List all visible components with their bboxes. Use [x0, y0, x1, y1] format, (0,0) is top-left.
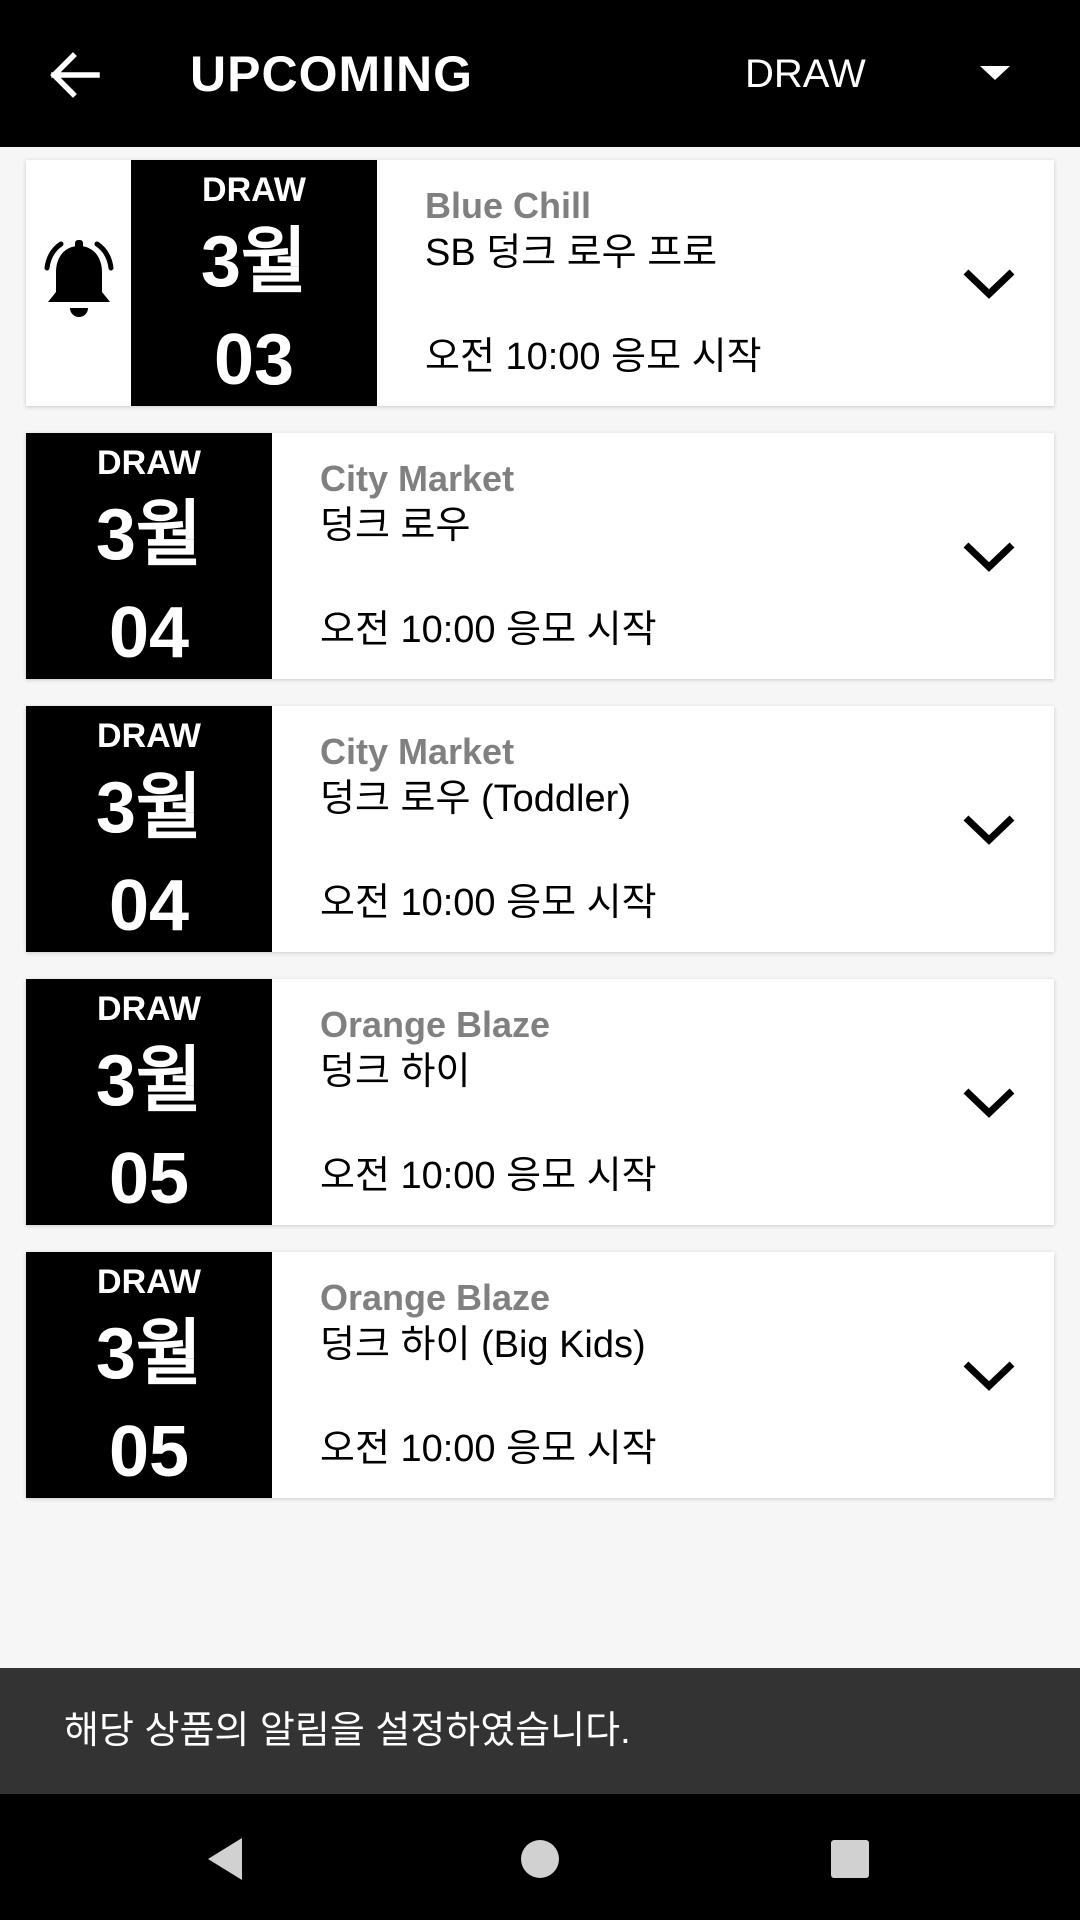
release-card[interactable]: DRAW 3월 04 City Market 덩크 로우 (Toddler) 오… [26, 706, 1054, 952]
product-name: 덩크 하이 [320, 1051, 471, 1093]
release-time: 오전 10:00 응모 시작 [320, 1428, 657, 1470]
nav-recents-button[interactable] [815, 1824, 885, 1894]
bell-icon [44, 240, 113, 317]
nav-back-button[interactable] [190, 1824, 260, 1894]
release-time: 오전 10:00 응모 시작 [320, 1155, 657, 1197]
caret-down-icon [980, 66, 1010, 80]
release-month: 3월 [95, 495, 203, 575]
square-recents-icon [831, 1840, 869, 1878]
product-name: 덩크 로우 (Toddler) [320, 778, 631, 820]
product-name: SB 덩크 로우 프로 [425, 232, 718, 274]
release-time: 오전 10:00 응모 시작 [425, 336, 762, 378]
release-type: DRAW [97, 444, 201, 482]
chevron-down-icon [963, 269, 1015, 299]
product-info: City Market 덩크 로우 오전 10:00 응모 시작 [320, 433, 934, 679]
circle-home-icon [521, 1840, 559, 1878]
release-month: 3월 [95, 1314, 203, 1394]
expand-button[interactable] [954, 794, 1024, 864]
app-header: UPCOMING DRAW [0, 0, 1080, 147]
product-colorway: City Market [320, 731, 515, 772]
release-type: DRAW [97, 990, 201, 1028]
release-date: DRAW 3월 04 [26, 433, 272, 679]
filter-selected-value: DRAW [745, 52, 866, 96]
product-info: City Market 덩크 로우 (Toddler) 오전 10:00 응모 … [320, 706, 934, 952]
release-month: 3월 [95, 1041, 203, 1121]
product-name: 덩크 로우 [320, 505, 471, 547]
release-type: DRAW [97, 1263, 201, 1301]
release-day: 05 [108, 1139, 190, 1219]
release-time: 오전 10:00 응모 시작 [320, 609, 657, 651]
release-card[interactable]: DRAW 3월 05 Orange Blaze 덩크 하이 오전 10:00 응… [26, 979, 1054, 1225]
nav-home-button[interactable] [505, 1824, 575, 1894]
release-date: DRAW 3월 05 [26, 979, 272, 1225]
snackbar-message: 해당 상품의 알림을 설정하였습니다. [64, 1710, 631, 1752]
expand-button[interactable] [954, 248, 1024, 318]
product-colorway: Blue Chill [425, 185, 592, 226]
chevron-down-icon [963, 1088, 1015, 1118]
product-colorway: Orange Blaze [320, 1004, 551, 1045]
release-type: DRAW [202, 171, 306, 209]
release-month: 3월 [200, 222, 308, 302]
back-button[interactable] [40, 40, 110, 110]
product-colorway: Orange Blaze [320, 1277, 551, 1318]
release-type: DRAW [97, 717, 201, 755]
expand-button[interactable] [954, 1067, 1024, 1137]
product-info: Orange Blaze 덩크 하이 오전 10:00 응모 시작 [320, 979, 934, 1225]
release-day: 04 [108, 866, 190, 946]
chevron-down-icon [963, 542, 1015, 572]
product-info: Blue Chill SB 덩크 로우 프로 오전 10:00 응모 시작 [425, 160, 934, 406]
page-title: UPCOMING [190, 46, 473, 102]
release-card[interactable]: DRAW 3월 03 Blue Chill SB 덩크 로우 프로 오전 10:… [26, 160, 1054, 406]
product-name: 덩크 하이 (Big Kids) [320, 1324, 646, 1366]
release-card[interactable]: DRAW 3월 05 Orange Blaze 덩크 하이 (Big Kids)… [26, 1252, 1054, 1498]
expand-button[interactable] [954, 1340, 1024, 1410]
expand-button[interactable] [954, 521, 1024, 591]
product-info: Orange Blaze 덩크 하이 (Big Kids) 오전 10:00 응… [320, 1252, 934, 1498]
snackbar: 해당 상품의 알림을 설정하였습니다. [0, 1668, 1080, 1794]
release-date: DRAW 3월 05 [26, 1252, 272, 1498]
filter-dropdown[interactable]: DRAW [720, 38, 1020, 108]
release-time: 오전 10:00 응모 시작 [320, 882, 657, 924]
triangle-back-icon [208, 1838, 242, 1880]
release-date: DRAW 3월 03 [131, 160, 377, 406]
chevron-down-icon [963, 815, 1015, 845]
release-day: 04 [108, 593, 190, 673]
notification-toggle[interactable] [26, 160, 131, 406]
release-date: DRAW 3월 04 [26, 706, 272, 952]
release-card[interactable]: DRAW 3월 04 City Market 덩크 로우 오전 10:00 응모… [26, 433, 1054, 679]
arrow-left-icon [50, 52, 100, 98]
system-nav-bar [0, 1794, 1080, 1920]
product-colorway: City Market [320, 458, 515, 499]
chevron-down-icon [963, 1361, 1015, 1391]
release-month: 3월 [95, 768, 203, 848]
release-day: 03 [213, 320, 295, 400]
release-day: 05 [108, 1412, 190, 1492]
